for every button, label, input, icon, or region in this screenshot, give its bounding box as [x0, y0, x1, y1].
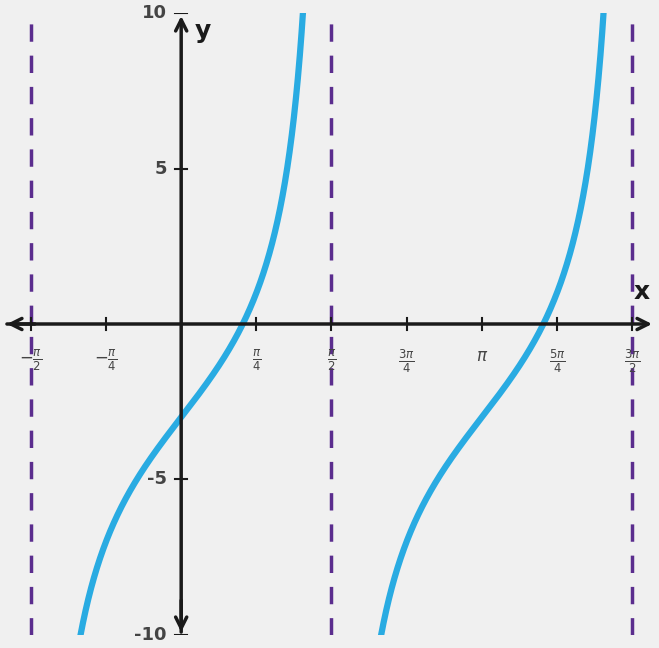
Text: $\frac{5\pi}{4}$: $\frac{5\pi}{4}$	[549, 347, 565, 375]
Text: $\frac{3\pi}{2}$: $\frac{3\pi}{2}$	[624, 347, 641, 375]
Text: -10: -10	[134, 626, 167, 644]
Text: 5: 5	[154, 159, 167, 178]
Text: 10: 10	[142, 4, 167, 22]
Text: -5: -5	[147, 470, 167, 489]
Text: x: x	[634, 280, 650, 304]
Text: $\pi$: $\pi$	[476, 347, 488, 365]
Text: $-\frac{\pi}{2}$: $-\frac{\pi}{2}$	[19, 347, 43, 373]
Text: y: y	[194, 19, 211, 43]
Text: $\frac{3\pi}{4}$: $\frac{3\pi}{4}$	[398, 347, 415, 375]
Text: $-\frac{\pi}{4}$: $-\frac{\pi}{4}$	[94, 347, 118, 373]
Text: $\frac{\pi}{2}$: $\frac{\pi}{2}$	[327, 347, 336, 373]
Text: $\frac{\pi}{4}$: $\frac{\pi}{4}$	[252, 347, 261, 373]
